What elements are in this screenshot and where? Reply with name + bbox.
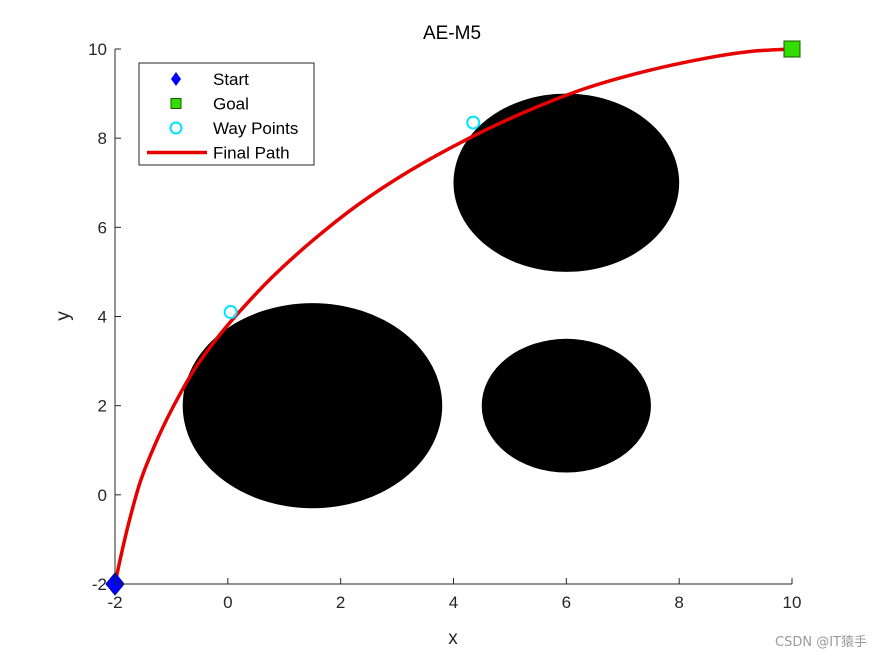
final-path-line — [113, 47, 794, 586]
legend: Start Goal Way Points Final Path — [138, 62, 315, 166]
x-axis-label: x — [448, 628, 458, 649]
legend-swatch-way-points — [169, 121, 183, 135]
y-axis-label: y — [53, 311, 74, 321]
goal-marker — [783, 40, 801, 58]
obstacle-3 — [481, 338, 651, 473]
y-tick-label: 8 — [98, 129, 107, 148]
obstacles-layer — [182, 93, 680, 509]
chart-title: AE-M5 — [423, 23, 481, 44]
y-tick-label: -2 — [92, 575, 107, 594]
x-tick-label: 6 — [562, 593, 571, 612]
legend-box — [138, 62, 315, 166]
way-points-marker — [223, 305, 238, 320]
y-tick-label: 2 — [98, 397, 107, 416]
x-tick-label: -2 — [107, 593, 122, 612]
ticks: -2 0 2 4 6 8 10 -2 0 2 4 6 8 10 — [88, 40, 801, 612]
x-tick-label: 4 — [449, 593, 458, 612]
x-tick-label: 8 — [674, 593, 683, 612]
x-tick-label: 10 — [783, 593, 802, 612]
legend-label-goal: Goal — [213, 95, 249, 114]
watermark: CSDN @IT猿手 — [775, 635, 867, 650]
x-tick-label: 0 — [223, 593, 232, 612]
y-tick-label: 0 — [98, 486, 107, 505]
obstacle-2 — [453, 93, 680, 272]
way-points-marker — [466, 115, 481, 130]
y-tick-label: 6 — [98, 218, 107, 237]
y-tick-label: 10 — [88, 40, 107, 59]
legend-label-start: Start — [213, 70, 249, 89]
obstacle-1 — [182, 303, 443, 509]
legend-label-final-path: Final Path — [213, 144, 290, 163]
legend-label-way-points: Way Points — [213, 119, 298, 138]
legend-swatch-start — [171, 72, 181, 86]
x-tick-label: 2 — [336, 593, 345, 612]
y-tick-label: 4 — [98, 308, 107, 327]
legend-swatch-goal — [170, 98, 182, 109]
